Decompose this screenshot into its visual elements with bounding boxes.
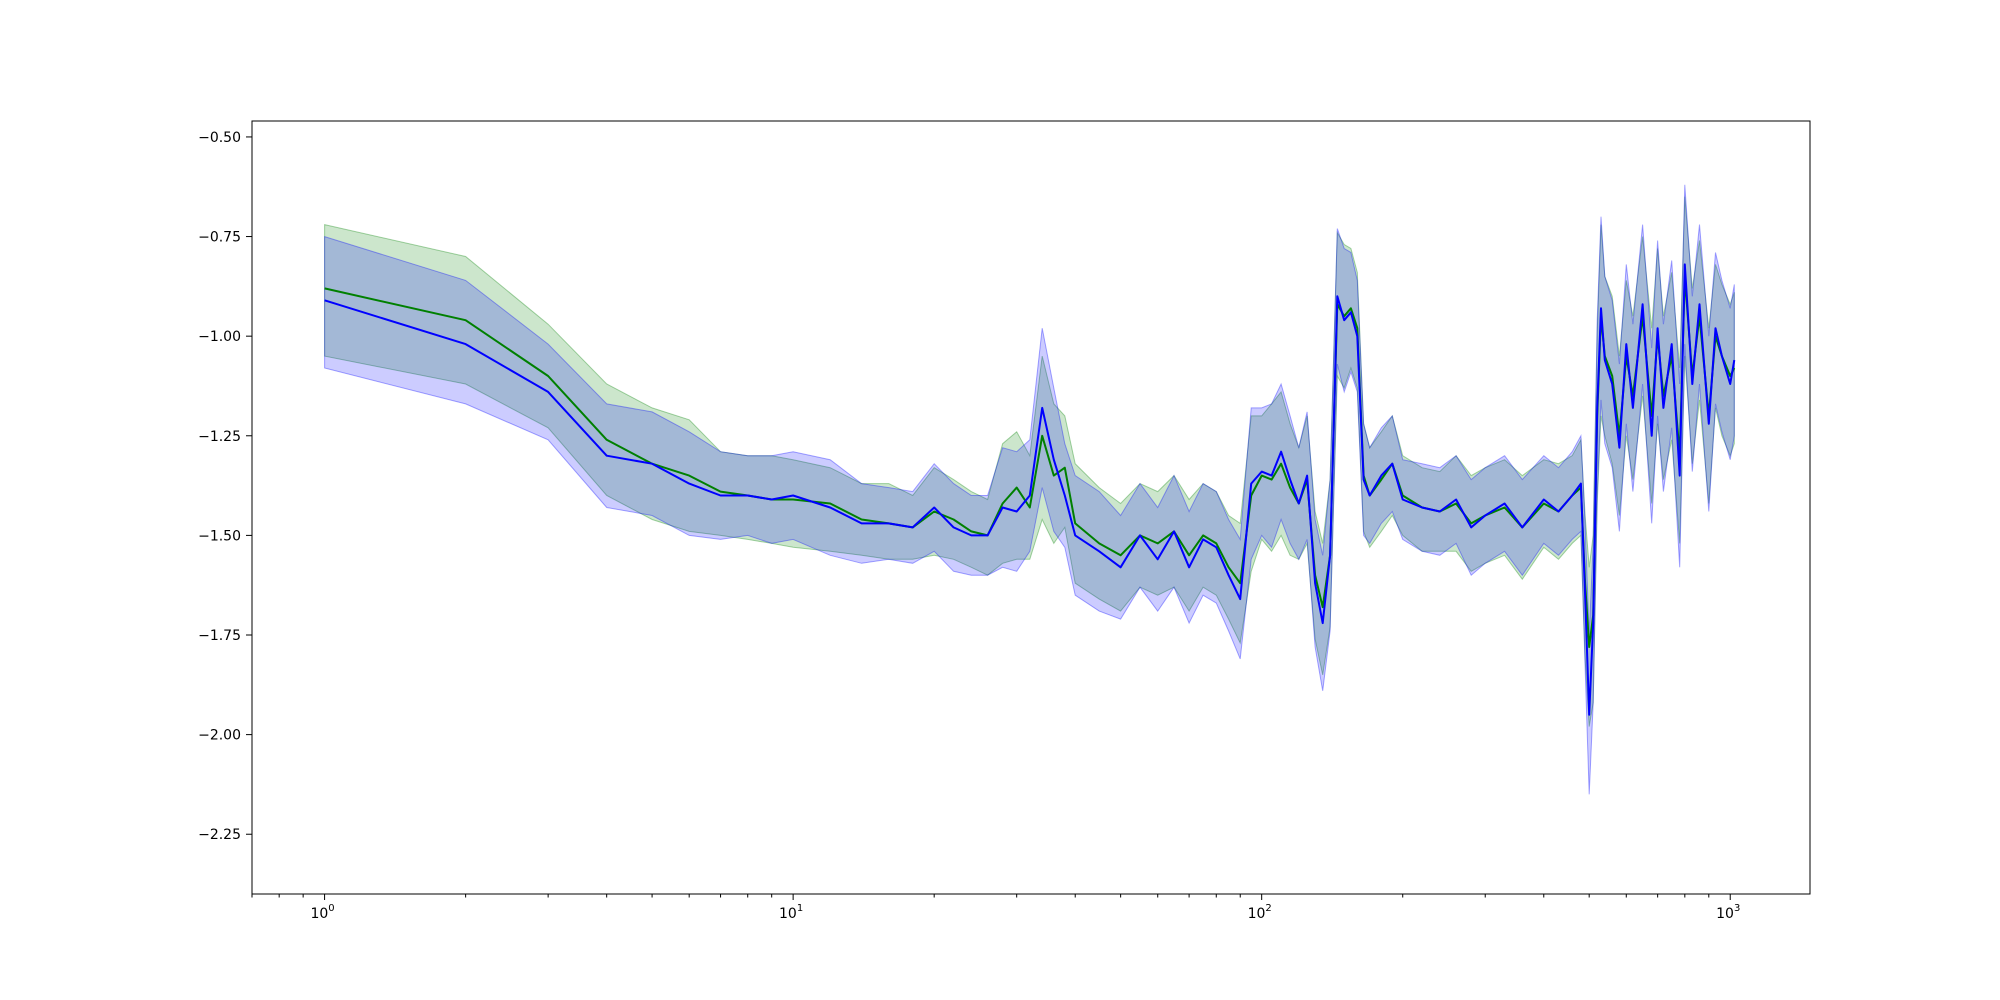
x-tick-label: 103 [1716,903,1740,922]
y-axis: −0.50 −0.75 −1.00 −1.25 −1.50 −1.75 −2.00 −2.25 [198,130,252,843]
series-2-band [324,184,1735,795]
plot-area-frame [251,120,1811,895]
y-tick-label: −1.00 [198,329,241,345]
series-1-band [324,196,1735,727]
series-2-line [324,263,1736,716]
y-tick-label: −1.75 [198,628,241,644]
y-tick-label: −2.25 [198,827,241,843]
confidence-bands [324,184,1735,795]
x-axis: 100 101 102 103 [251,894,1740,922]
x-tick-label: 102 [1248,903,1272,922]
x-tick-label: 100 [310,903,334,922]
y-tick-label: −0.75 [198,230,241,246]
y-tick-label: −1.50 [198,528,241,544]
y-tick-label: −2.00 [198,728,241,744]
x-tick-label: 101 [779,903,803,922]
y-tick-label: −0.50 [198,130,241,146]
y-tick-label: −1.25 [198,429,241,445]
series-lines [324,263,1736,716]
